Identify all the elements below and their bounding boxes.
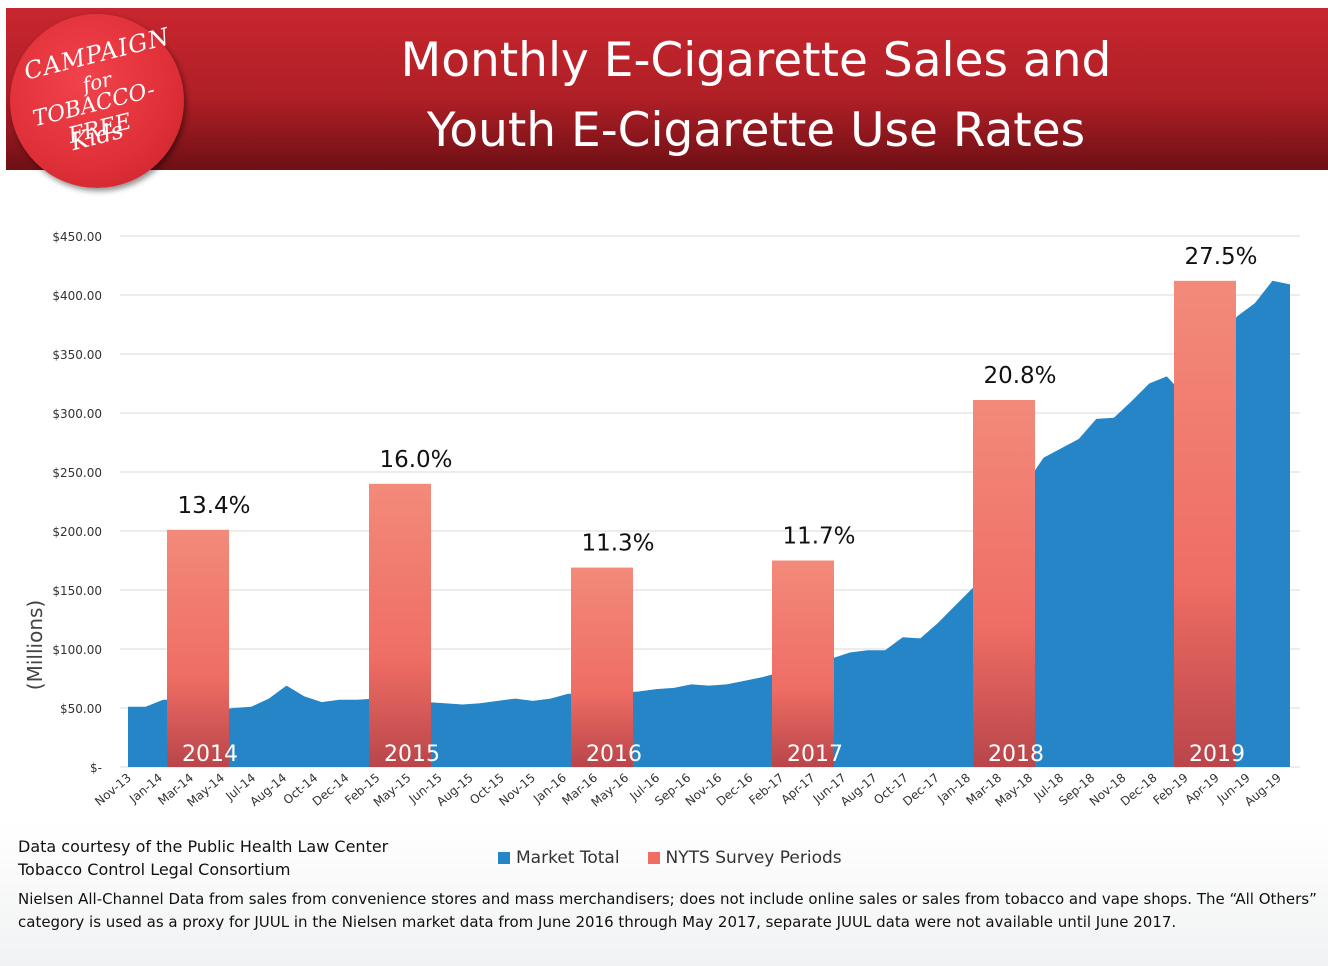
survey-bar-2017 — [772, 560, 834, 767]
legend-swatch-market-total — [498, 852, 510, 864]
survey-percent-label: 16.0% — [379, 447, 452, 473]
title-line-1: Monthly E-Cigarette Sales and — [400, 33, 1112, 88]
survey-bar-2019 — [1174, 280, 1236, 767]
legend-swatch-nyts-survey — [647, 852, 660, 864]
survey-year-label: 2014 — [182, 742, 238, 767]
survey-bar-2018 — [973, 400, 1035, 767]
x-tick-label: Apr-17 — [778, 771, 817, 807]
survey-bar-2016 — [571, 567, 633, 767]
legend-item-nyts-survey: NYTS Survey Periods — [647, 848, 842, 868]
y-tick-label: $150.00 — [52, 584, 102, 598]
legend-item-market-total: Market Total — [498, 848, 620, 868]
survey-year-label: 2017 — [787, 742, 843, 767]
survey-year-label: 2018 — [988, 742, 1044, 767]
y-tick-label: $300.00 — [52, 407, 102, 421]
survey-percent-label: 20.8% — [983, 363, 1056, 389]
sales-chart: $- $50.00 $100.00 $150.00 $200.00 $250.00 $300… — [23, 230, 1300, 810]
source-note: Nielsen All-Channel Data from sales from… — [18, 890, 1317, 931]
x-tick-label: Feb-19 — [1150, 771, 1190, 808]
y-tick-label: $350.00 — [52, 348, 102, 362]
y-tick-label: $- — [90, 761, 102, 775]
survey-bar-2014 — [167, 529, 229, 767]
y-tick-label: $250.00 — [52, 466, 102, 480]
legend-label-nyts-survey: NYTS Survey Periods — [665, 848, 842, 868]
campaign-logo: CAMPAIGN for TOBACCO-FREE Kids — [10, 14, 184, 188]
credit-line-2: Tobacco Control Legal Consortium — [18, 860, 291, 879]
x-tick-label: Apr-19 — [1182, 771, 1221, 807]
x-tick-label: Nov-13 — [92, 771, 134, 809]
header-banner: Monthly E-Cigarette Sales and Youth E-Ci… — [6, 8, 1328, 170]
survey-year-label: 2015 — [384, 742, 440, 767]
survey-percent-label: 13.4% — [177, 493, 250, 519]
survey-percent-label: 11.7% — [782, 524, 855, 550]
x-tick-label: Feb-17 — [746, 771, 786, 808]
survey-bar-2015 — [369, 483, 431, 767]
legend-label-market-total: Market Total — [516, 848, 620, 868]
y-tick-label: $50.00 — [60, 702, 102, 716]
credit-line-1: Data courtesy of the Public Health Law C… — [18, 837, 389, 856]
y-tick-label: $400.00 — [52, 289, 102, 303]
footer-area — [0, 820, 1328, 966]
x-axis-ticks: Nov-13Jan-14Mar-14May-14Jul-14Aug-14Oct-… — [92, 771, 1284, 810]
page-title: Monthly E-Cigarette Sales and Youth E-Ci… — [366, 26, 1146, 166]
survey-year-label: 2016 — [586, 742, 642, 767]
survey-percent-label: 27.5% — [1184, 244, 1257, 270]
survey-bars: 13.4% 2014 16.0% 2015 11.3% 2016 11.7% 2017 20.8… — [167, 244, 1258, 767]
y-axis-label: (Millions) — [23, 600, 47, 690]
y-axis-ticks: $- $50.00 $100.00 $150.00 $200.00 $250.00 $300… — [52, 230, 102, 775]
y-tick-label: $450.00 — [52, 230, 102, 244]
chart-legend: Market Total NYTS Survey Periods — [498, 848, 842, 868]
y-tick-label: $100.00 — [52, 643, 102, 657]
data-credit: Data courtesy of the Public Health Law C… — [18, 835, 388, 881]
survey-percent-label: 11.3% — [581, 531, 654, 557]
y-tick-label: $200.00 — [52, 525, 102, 539]
survey-year-label: 2019 — [1189, 742, 1245, 767]
title-line-2: Youth E-Cigarette Use Rates — [426, 103, 1086, 158]
